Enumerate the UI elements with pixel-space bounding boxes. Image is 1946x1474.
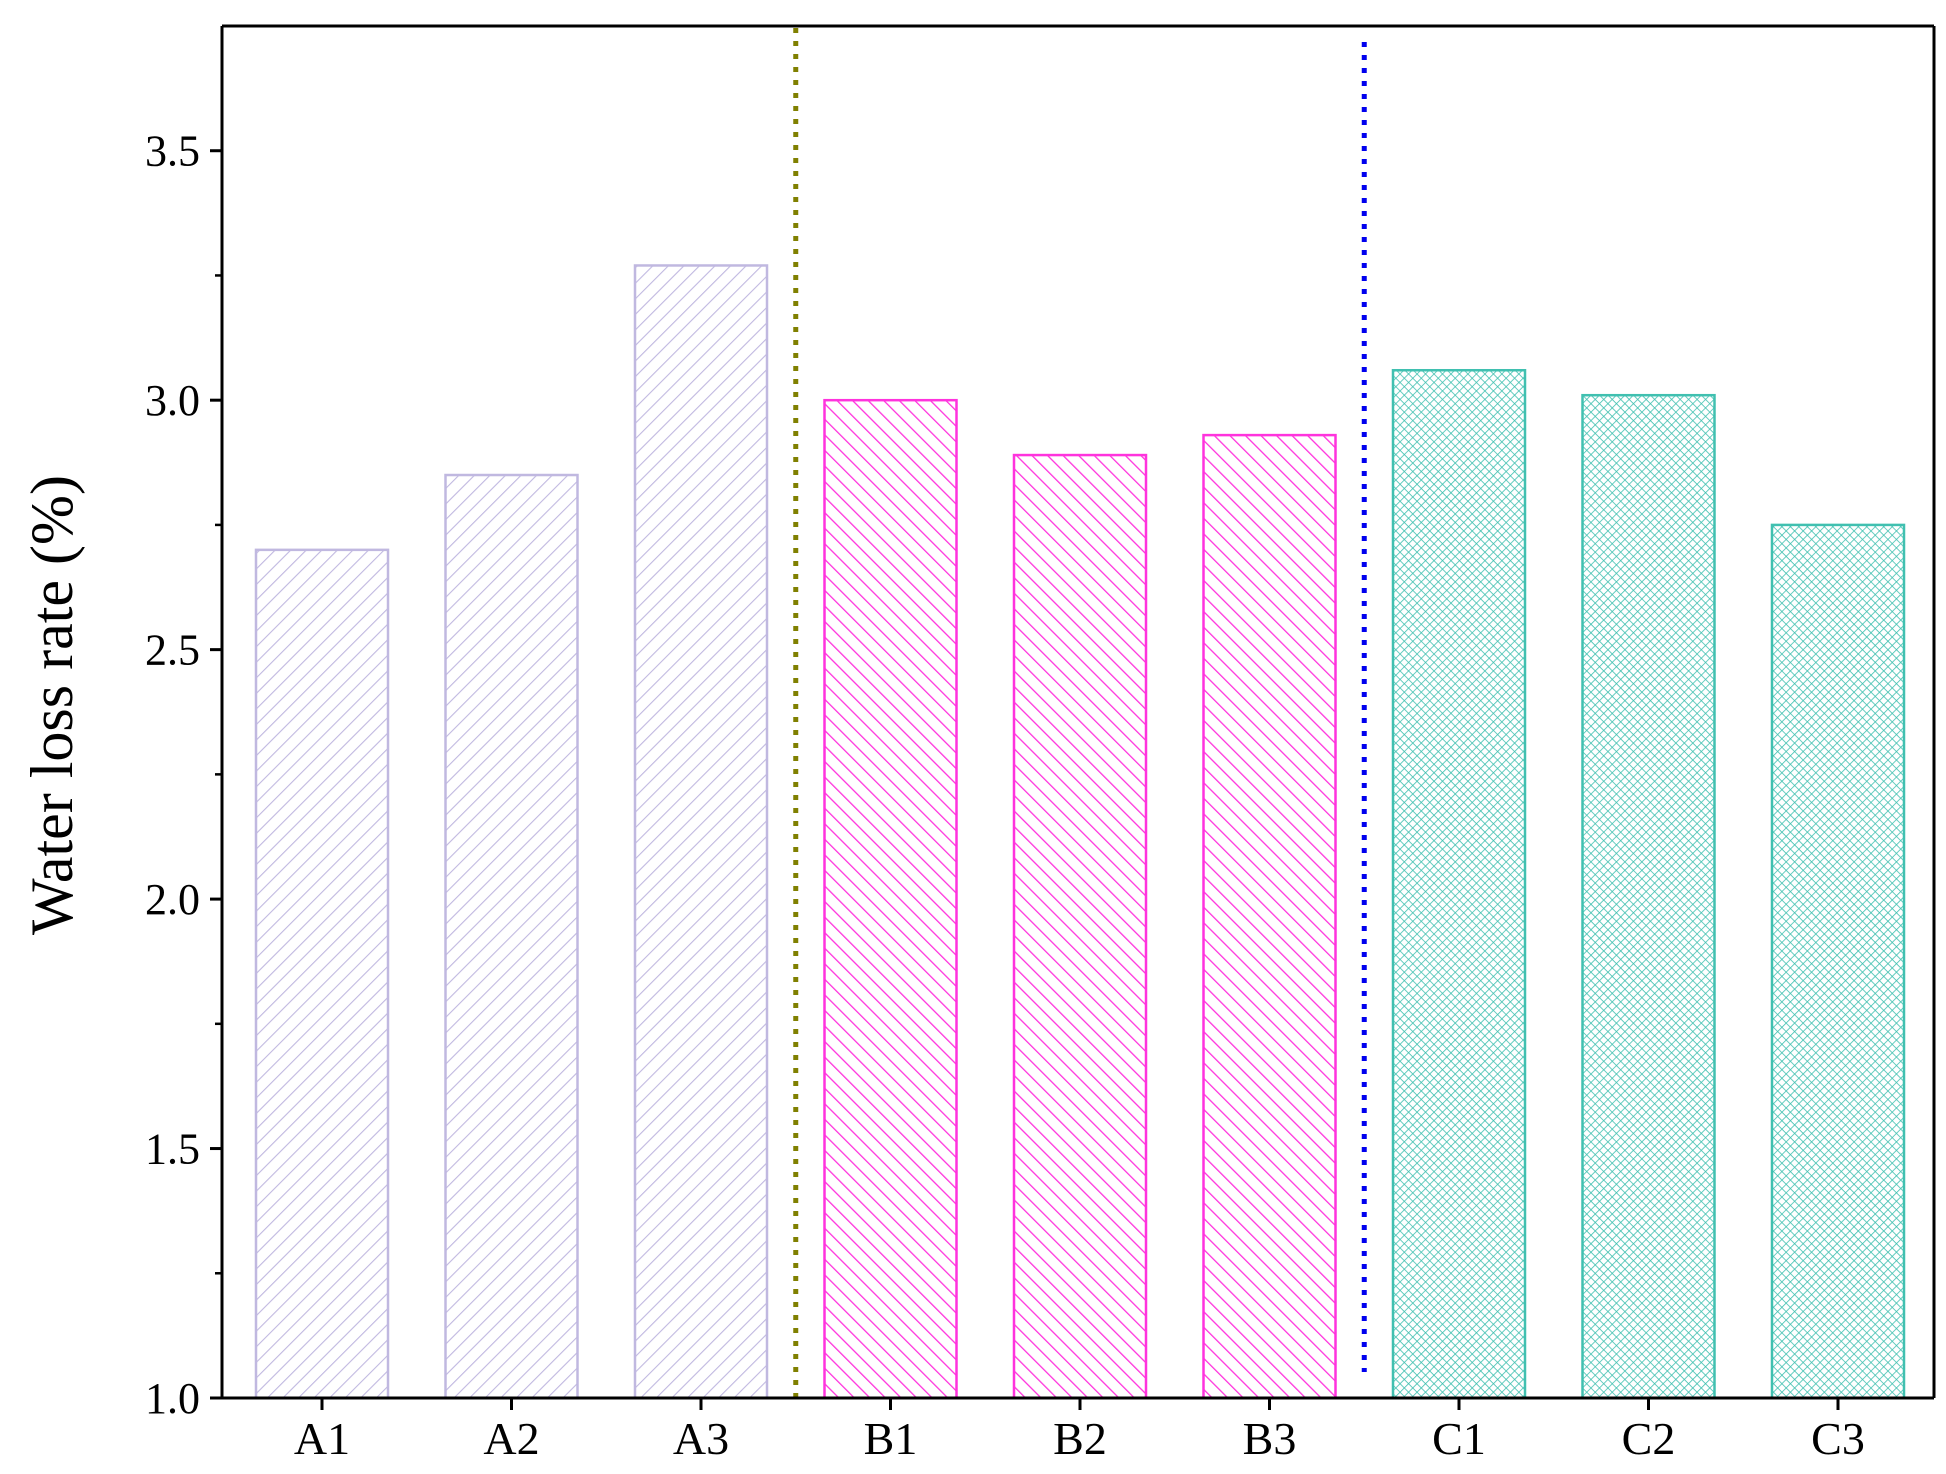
- group-separators: [793, 28, 1367, 1398]
- bar-a1: [254, 548, 390, 1400]
- x-tick-label-a2: A2: [483, 1413, 539, 1464]
- x-tick-label-a3: A3: [673, 1413, 729, 1464]
- x-tick-label-c2: C2: [1622, 1413, 1676, 1464]
- bar-b3: [1202, 433, 1337, 1400]
- bar-b2: [1012, 453, 1148, 1400]
- bars: [254, 264, 1906, 1400]
- axes: [210, 24, 1936, 1410]
- y-tick-label: 1.5: [145, 1125, 200, 1174]
- bar-a2: [444, 473, 579, 1400]
- y-tick-label: 2.0: [145, 875, 200, 924]
- y-tick-label: 3.0: [145, 376, 200, 425]
- x-tick-label-c3: C3: [1811, 1413, 1865, 1464]
- y-tick-label: 2.5: [145, 626, 200, 675]
- x-tick-label-a1: A1: [294, 1413, 350, 1464]
- y-tick-label: 3.5: [145, 127, 200, 176]
- x-tick-label-c1: C1: [1432, 1413, 1486, 1464]
- x-tick-label-b1: B1: [864, 1413, 918, 1464]
- bar-b1: [823, 398, 958, 1400]
- y-axis-title: Water loss rate (%): [19, 475, 85, 935]
- x-tick-label-b3: B3: [1243, 1413, 1297, 1464]
- bar-c3: [1770, 523, 1906, 1400]
- labels: A1 A2 A3 B1 B2 B3 C1 C2 C3 1.0 1.5 2.0 2.5 3.0 3.5: [145, 127, 1865, 1464]
- x-tick-label-b2: B2: [1053, 1413, 1107, 1464]
- bar-a3: [633, 264, 769, 1400]
- y-tick-label: 1.0: [145, 1374, 200, 1423]
- bar-c1: [1391, 368, 1527, 1400]
- bar-c2: [1581, 393, 1716, 1400]
